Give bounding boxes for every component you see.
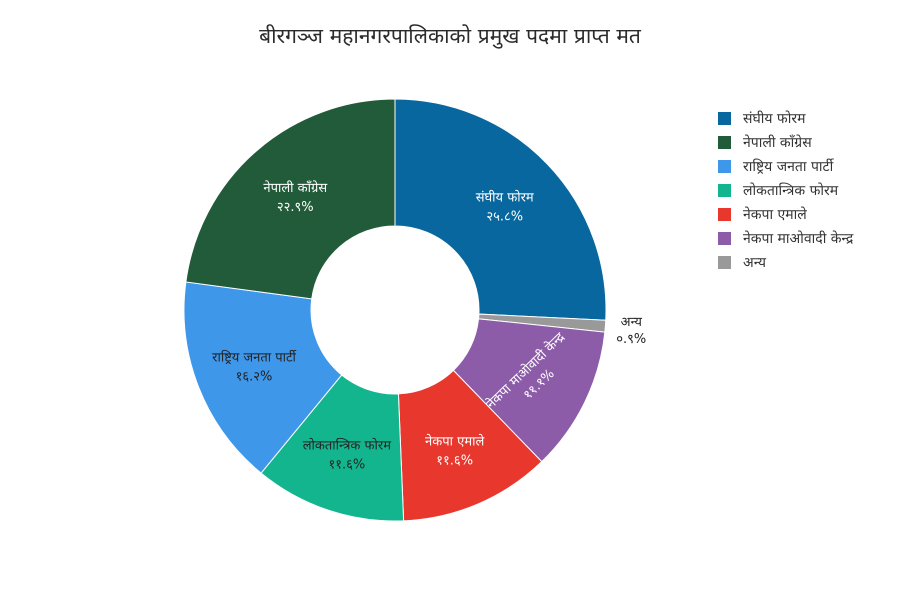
slice-0[interactable]	[394, 98, 607, 321]
slice-name-0: संघीय फोरम	[476, 190, 534, 206]
legend-swatch	[718, 159, 731, 173]
legend-swatch	[718, 207, 731, 221]
legend-swatch	[718, 255, 731, 269]
legend-item-5[interactable]: नेकपा माओवादी केन्द्र	[718, 226, 853, 250]
slice-label-1: अन्य ०.९%	[616, 315, 646, 347]
slice-value-0: २५.८%	[486, 210, 523, 225]
slice-value-4: ११.६%	[328, 458, 365, 473]
chart-title: बीरगञ्ज महानगरपालिकाको प्रमुख पदमा प्राप…	[259, 24, 641, 48]
slice-label-0: संघीय फोरम २५.८%	[476, 190, 534, 225]
legend-swatch	[718, 183, 731, 197]
slice-label-5: राष्ट्रिय जनता पार्टी १६.२%	[212, 349, 296, 384]
legend-label: अन्य	[743, 254, 766, 271]
legend: संघीय फोरम नेपाली काँग्रेस राष्ट्रिय जनता …	[718, 106, 853, 274]
slice-label-3: नेकपा एमाले ११.६%	[425, 433, 484, 468]
slice-name-5: राष्ट्रिय जनता पार्टी	[212, 349, 296, 365]
slice-5[interactable]	[183, 281, 343, 474]
legend-label: नेपाली काँग्रेस	[743, 134, 812, 151]
legend-item-4[interactable]: नेकपा एमाले	[718, 202, 853, 226]
legend-label: नेकपा एमाले	[743, 206, 807, 223]
legend-item-6[interactable]: अन्य	[718, 250, 853, 274]
legend-swatch	[718, 111, 731, 125]
legend-swatch	[718, 231, 731, 245]
legend-item-1[interactable]: नेपाली काँग्रेस	[718, 130, 853, 154]
slice-2[interactable]	[452, 318, 606, 463]
slice-label-4: लोकतान्त्रिक फोरम ११.६%	[303, 438, 392, 473]
legend-item-2[interactable]: राष्ट्रिय जनता पार्टी	[718, 154, 853, 178]
legend-label: संघीय फोरम	[743, 110, 806, 127]
legend-item-3[interactable]: लोकतान्त्रिक फोरम	[718, 178, 853, 202]
slice-value-6: २२.९%	[277, 200, 314, 215]
slice-name-1: अन्य	[621, 315, 643, 330]
slice-name-4: लोकतान्त्रिक फोरम	[303, 438, 392, 454]
slice-name-3: नेकपा एमाले	[425, 433, 484, 449]
legend-label: राष्ट्रिय जनता पार्टी	[743, 158, 834, 175]
slice-value-3: ११.६%	[436, 453, 473, 468]
slice-name-6: नेपाली काँग्रेस	[263, 180, 327, 196]
slice-value-5: १६.२%	[236, 369, 273, 384]
legend-swatch	[718, 135, 731, 149]
slice-label-6: नेपाली काँग्रेस २२.९%	[263, 180, 327, 215]
legend-label: लोकतान्त्रिक फोरम	[743, 182, 839, 199]
slice-value-1: ०.९%	[616, 332, 646, 347]
legend-label: नेकपा माओवादी केन्द्र	[743, 230, 854, 247]
legend-item-0[interactable]: संघीय फोरम	[718, 106, 853, 130]
slice-6[interactable]	[185, 98, 396, 300]
